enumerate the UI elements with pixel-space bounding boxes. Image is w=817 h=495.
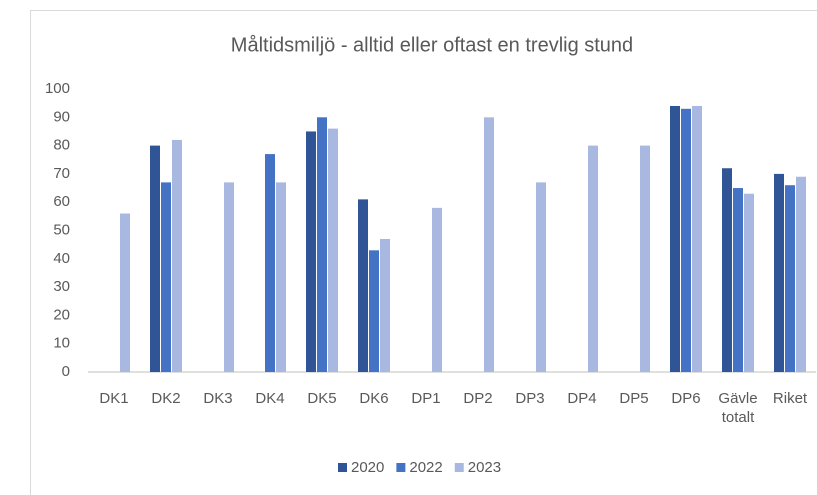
bar [681,108,691,372]
bar [733,188,743,372]
x-tick-label: DK5 [307,390,337,407]
y-tick-label: 60 [53,193,70,210]
x-tick-label: DK3 [203,390,233,407]
bar [306,131,316,372]
chart-title: Måltidsmiljö - alltid eller oftast en tr… [231,34,633,56]
bar [774,173,784,372]
chart-border [30,10,817,495]
bar [588,145,598,372]
bar [150,145,160,372]
y-tick-label: 90 [53,108,70,125]
y-tick-label: 100 [45,80,70,97]
bar [161,182,171,372]
y-tick-label: 20 [53,306,70,323]
x-tick-label: DK1 [99,390,129,407]
bar [670,105,680,372]
bar [265,154,275,372]
bar [722,168,732,372]
y-tick-label: 70 [53,165,70,182]
x-tick-label: DP6 [671,390,701,407]
y-tick-label: 80 [53,137,70,154]
x-tick-label: DP4 [567,390,597,407]
bar [484,117,494,372]
bar [744,193,754,372]
bar [785,185,795,372]
bar [380,238,390,372]
x-tick-label: DK6 [359,390,389,407]
x-tick-label: DK4 [255,390,285,407]
y-tick-label: 30 [53,278,70,295]
y-tick-label: 10 [53,335,70,352]
legend-swatch [396,463,406,472]
legend-swatch [338,463,347,472]
x-tick-label: DP1 [411,390,441,407]
bar [640,145,650,372]
bar [224,182,234,372]
bar [369,250,379,372]
x-tick-label: Gävle totalt [718,390,758,426]
x-tick-label: Riket [772,390,808,407]
bar [328,128,338,372]
y-tick-label: 40 [53,250,70,267]
x-tick-label: DP5 [619,390,649,407]
bar [432,207,442,372]
bar [536,182,546,372]
legend-label: 2022 [409,459,442,476]
x-tick-label: DP2 [463,390,493,407]
legend-label: 2023 [468,459,501,476]
bar [358,199,368,372]
y-tick-label: 50 [53,221,70,238]
legend-swatch [454,463,464,472]
bar [317,117,327,372]
bar [796,176,806,372]
y-tick-label: 0 [62,363,70,380]
x-tick-label: DK2 [151,390,181,407]
x-tick-label: DP3 [515,390,545,407]
bar [120,213,130,372]
bar [172,139,182,372]
bar [692,105,702,372]
bar [276,182,286,372]
legend-label: 2020 [351,459,384,476]
